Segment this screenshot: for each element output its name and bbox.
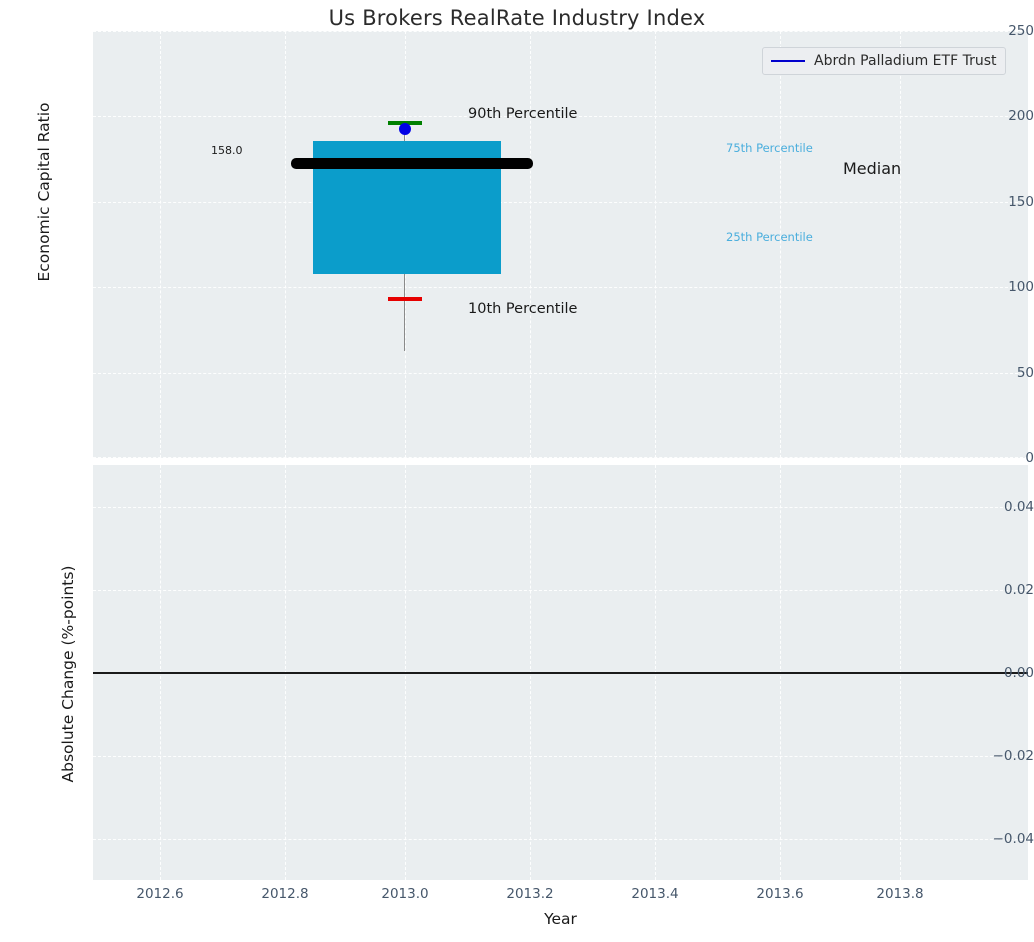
gridline-h (93, 755, 1028, 757)
gridline-v (900, 31, 901, 458)
p25-annotation: 25th Percentile (726, 230, 813, 244)
ytick-bottom: 0.04 (1003, 498, 1034, 515)
y-axis-label-bottom: Absolute Change (%-points) (59, 565, 77, 783)
median-value-label: 158.0 (211, 144, 243, 157)
ytick-bottom: −0.04 (992, 830, 1034, 847)
xtick: 2012.6 (136, 886, 184, 902)
xtick: 2013.8 (876, 886, 924, 902)
legend-line-icon (771, 60, 805, 62)
ytick-bottom: 0.02 (1003, 581, 1034, 598)
ytick-bottom: −0.02 (992, 747, 1034, 764)
xtick: 2013.6 (756, 886, 804, 902)
ytick-top: 150 (1008, 193, 1034, 210)
boxplot-median-line (291, 158, 533, 169)
median-annotation: Median (843, 159, 902, 178)
gridline-h (93, 506, 1028, 508)
y-axis-label-top: Economic Capital Ratio (35, 102, 53, 282)
gridline-v (160, 31, 161, 458)
gridline-h (93, 287, 1028, 289)
boxplot-p10-cap (388, 297, 422, 301)
ytick-top: 250 (1008, 23, 1034, 39)
xtick: 2013.0 (381, 886, 429, 902)
xtick: 2013.4 (631, 886, 679, 902)
gridline-h (93, 589, 1028, 591)
gridline-v (285, 31, 286, 458)
zero-reference-line (93, 671, 1028, 674)
ytick-bottom: 0.00 (1003, 664, 1034, 681)
xtick: 2013.2 (506, 886, 554, 902)
chart-title: Us Brokers RealRate Industry Index (328, 6, 706, 30)
gridline-h (93, 372, 1028, 374)
gridline-v (780, 31, 781, 458)
p90-annotation: 90th Percentile (468, 106, 578, 122)
gridline-h (93, 838, 1028, 840)
bottom-subplot-plot-area (93, 465, 1028, 880)
gridline-h (93, 201, 1028, 203)
gridline-h (93, 457, 1028, 458)
top-subplot-plot-area: 158.0 90th Percentile 10th Percentile Me… (93, 31, 1028, 458)
legend-entry-label: Abrdn Palladium ETF Trust (814, 53, 997, 69)
x-axis-label: Year (544, 910, 577, 928)
gridline-h (93, 116, 1028, 118)
gridline-v (530, 31, 531, 458)
ytick-top: 0 (1025, 450, 1034, 466)
gridline-h (93, 31, 1028, 32)
gridline-v (655, 31, 656, 458)
ytick-top: 100 (1008, 279, 1034, 296)
chart-legend[interactable]: Abrdn Palladium ETF Trust (762, 47, 1007, 75)
p75-annotation: 75th Percentile (726, 141, 813, 155)
xtick: 2012.8 (261, 886, 309, 902)
series-marker-dot (399, 123, 411, 135)
p10-annotation: 10th Percentile (468, 301, 578, 317)
ytick-top: 50 (1016, 364, 1034, 381)
ytick-top: 200 (1008, 108, 1034, 125)
